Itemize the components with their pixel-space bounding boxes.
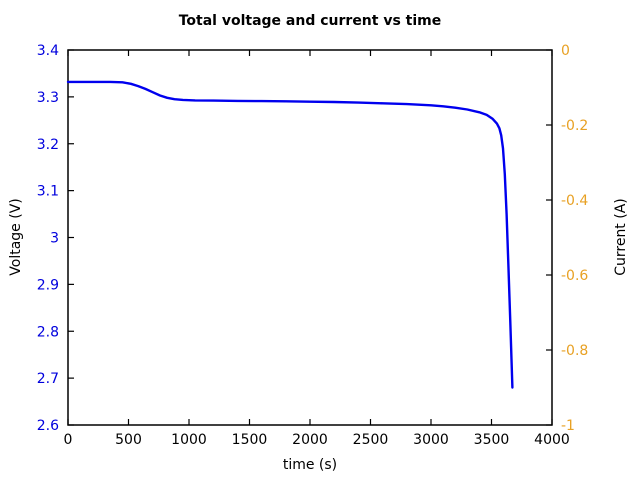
y-left-tick-label: 3.4 [37, 43, 59, 59]
y-right-tick-label: -1 [561, 418, 575, 434]
x-tick-label: 3000 [413, 432, 449, 448]
y-left-tick-label: 2.9 [37, 277, 59, 293]
y-left-tick-label: 3.3 [37, 90, 59, 106]
x-tick-label: 2000 [292, 432, 328, 448]
x-tick-label: 2500 [353, 432, 389, 448]
y-left-tick-label: 2.7 [37, 371, 59, 387]
y-right-tick-label: -0.2 [561, 118, 588, 134]
y-right-tick-label: -0.6 [561, 268, 588, 284]
y-right-tick-label: -0.8 [561, 343, 588, 359]
y-left-tick-label: 3.1 [37, 184, 59, 200]
y-left-tick-label: 2.8 [37, 324, 59, 340]
x-tick-label: 500 [115, 432, 142, 448]
chart-title: Total voltage and current vs time [178, 13, 442, 29]
plot-frame [67, 49, 553, 426]
x-tick-label: 1500 [232, 432, 268, 448]
y-right-tick-label: -0.4 [561, 193, 588, 209]
x-tick-label: 4000 [534, 432, 570, 448]
y-left-tick-label: 3.2 [37, 137, 59, 153]
y-left-tick-label: 2.6 [37, 418, 59, 434]
y-left-tick-label: 3 [50, 231, 59, 247]
x-tick-label: 1000 [171, 432, 207, 448]
x-tick-label: 3500 [474, 432, 510, 448]
x-tick-label: 0 [64, 432, 73, 448]
y-right-tick-label: 0 [561, 43, 570, 59]
series-line-total-voltage [66, 80, 514, 389]
x-axis-label: time (s) [282, 457, 338, 473]
